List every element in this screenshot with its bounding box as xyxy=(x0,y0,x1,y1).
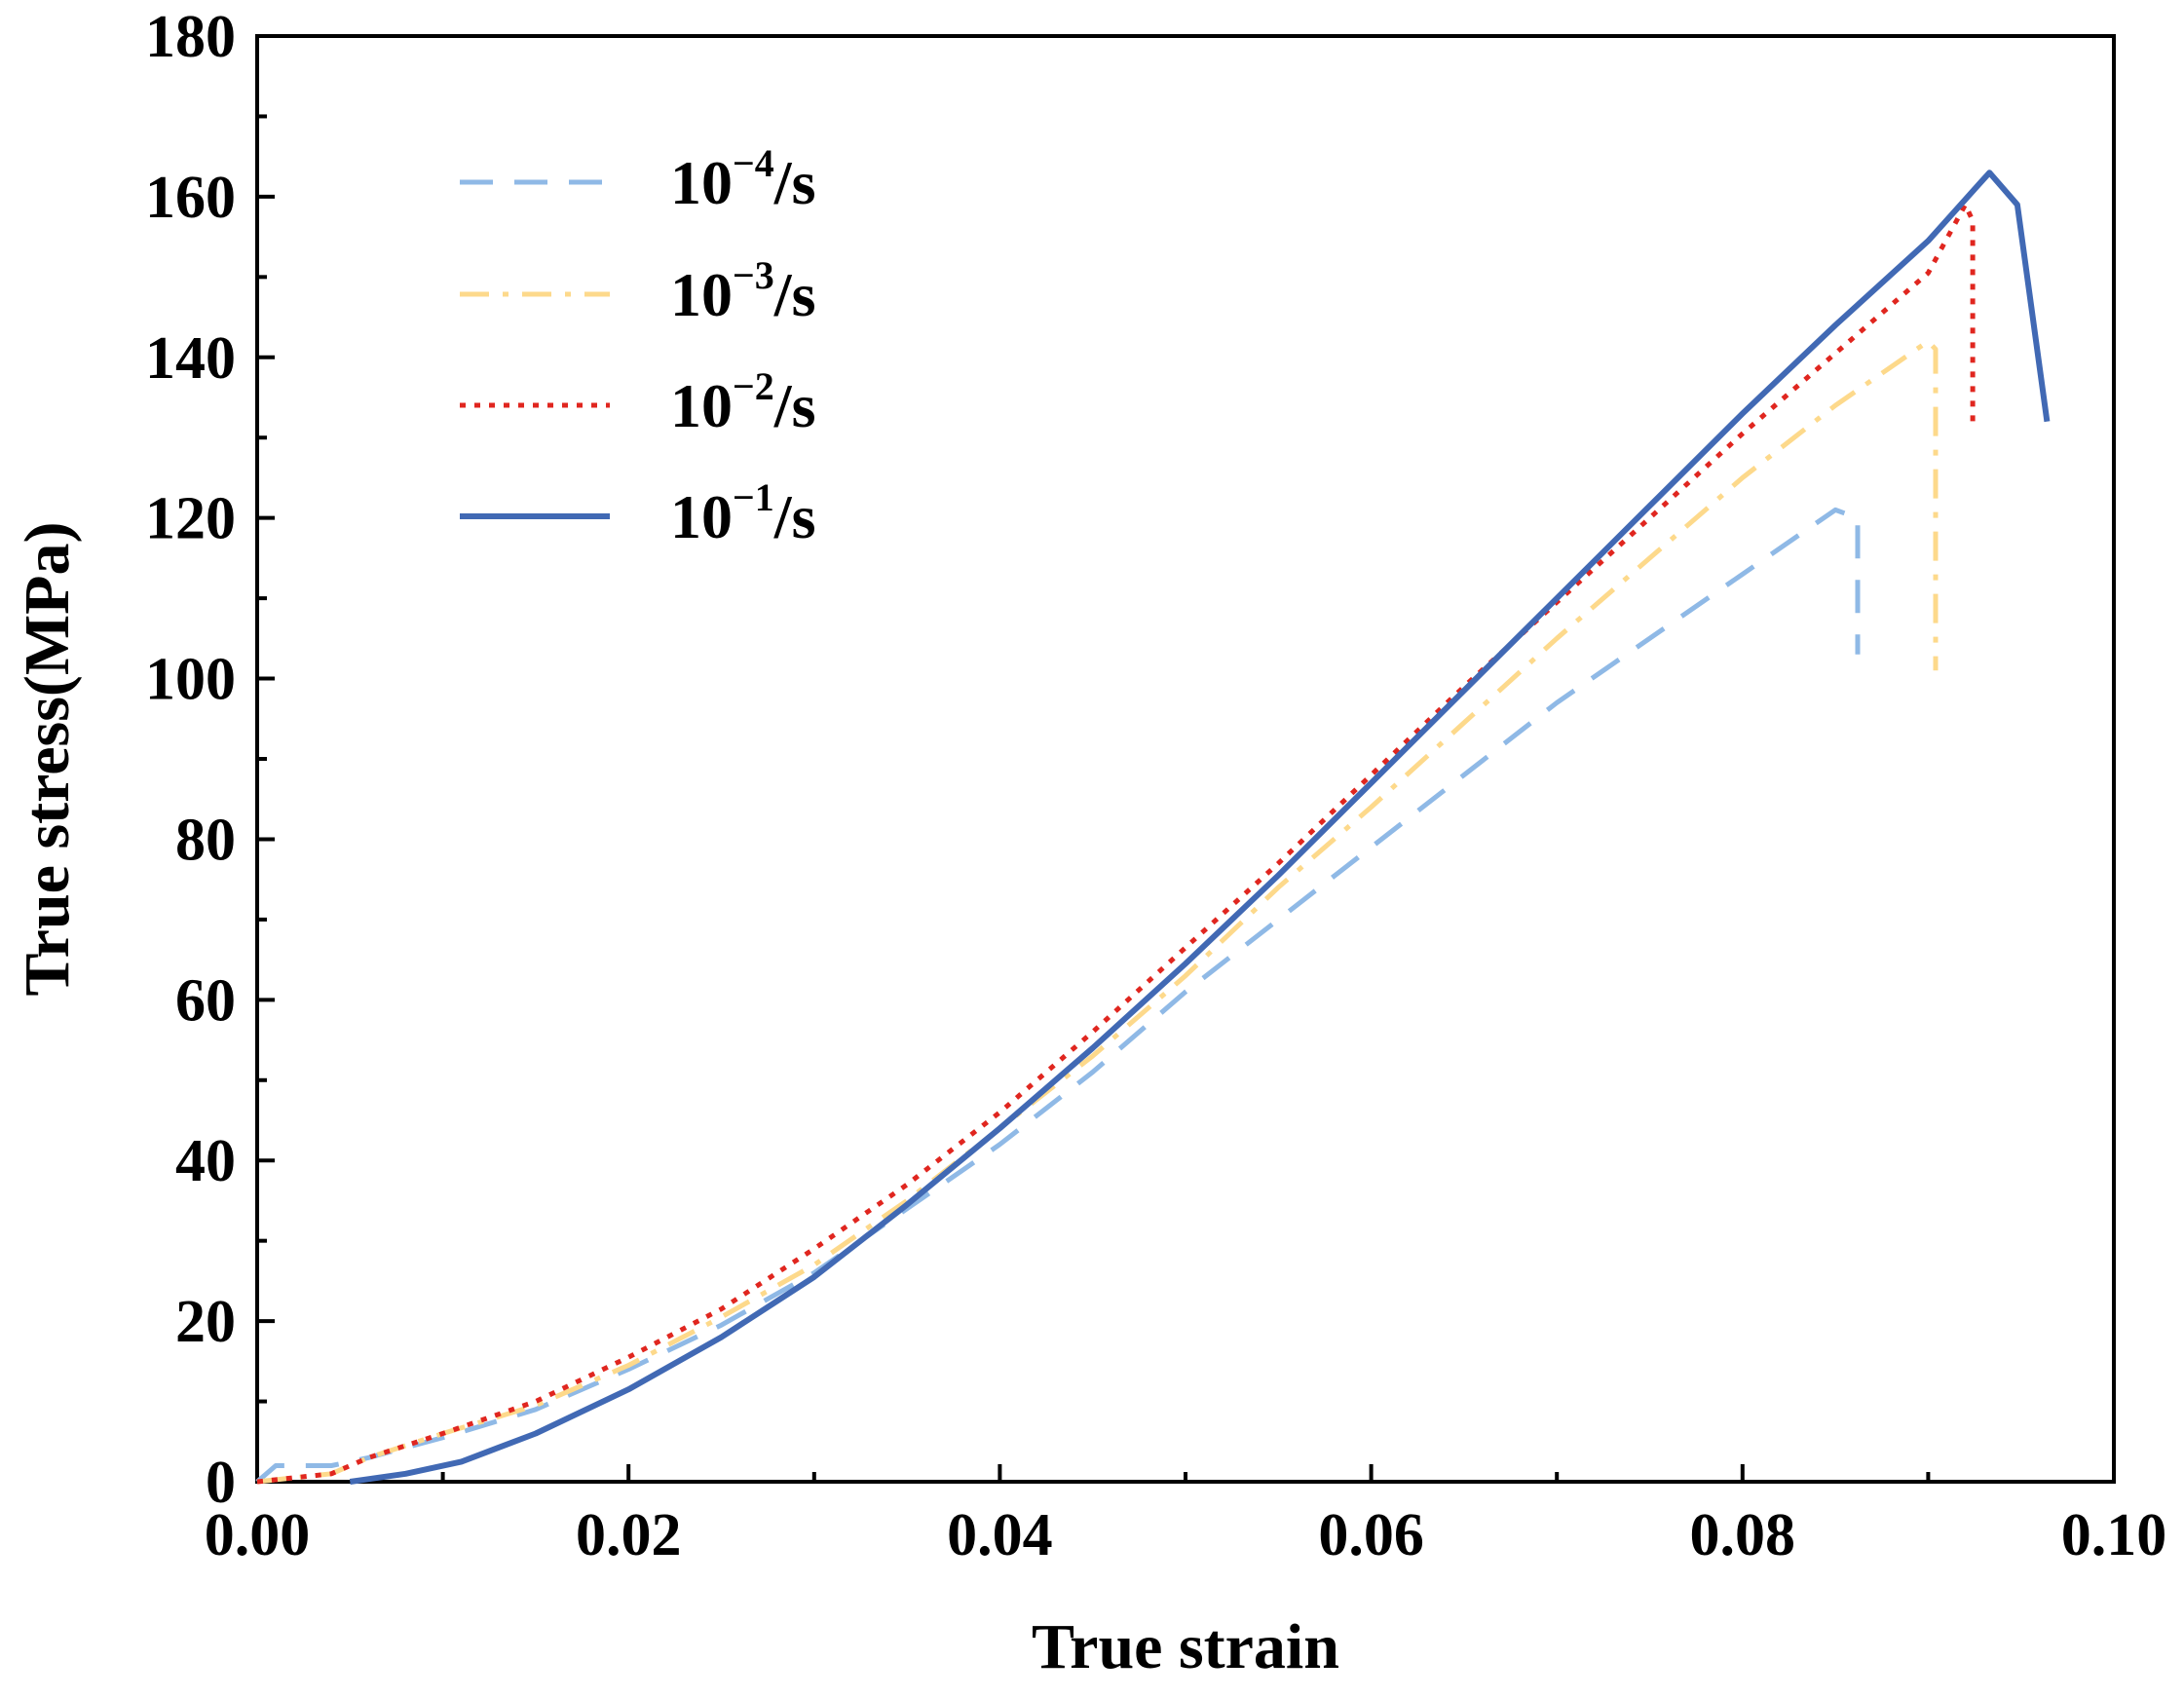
y-axis-title: True stress(MPa) xyxy=(12,522,83,997)
series-line-3 xyxy=(256,202,1976,1485)
x-tick-label: 0.00 xyxy=(205,1502,311,1568)
x-tick-label: 0.02 xyxy=(576,1502,682,1568)
x-tick-label: 0.04 xyxy=(947,1502,1053,1568)
tick-labels: 0.00 0.02 0.04 0.06 0.08 0.10 0 20 40 60 80 100 120 1… xyxy=(145,4,2166,1568)
x-tick-label: 0.06 xyxy=(1318,1502,1424,1568)
y-tick-label: 20 xyxy=(175,1289,236,1355)
y-tick-label: 40 xyxy=(175,1128,236,1194)
y-tick-label: 100 xyxy=(145,647,236,713)
y-tick-label: 180 xyxy=(145,4,236,70)
y-tick-label: 120 xyxy=(145,486,236,552)
series-line-1 xyxy=(255,507,1861,1484)
y-tick-label: 140 xyxy=(145,325,236,392)
x-tick-label: 0.10 xyxy=(2061,1502,2167,1568)
plot-frame xyxy=(255,34,2116,1484)
x-axis-title: True strain xyxy=(1032,1611,1339,1682)
series-layer xyxy=(255,170,2051,1485)
axis-ticks xyxy=(255,34,2116,1484)
x-tick-label: 0.08 xyxy=(1690,1502,1796,1568)
legend-label-2: 10−3/s xyxy=(670,253,815,329)
y-tick-label: 160 xyxy=(145,165,236,231)
series-line-2 xyxy=(256,338,1939,1485)
y-tick-label: 60 xyxy=(175,967,236,1034)
legend-label-4: 10−1/s xyxy=(670,475,815,551)
legend-label-1: 10−4/s xyxy=(670,141,815,217)
y-tick-label: 0 xyxy=(206,1450,236,1516)
legend-label-3: 10−2/s xyxy=(670,364,815,440)
series-line-4 xyxy=(349,170,2051,1485)
legend: 10−4/s 10−3/s 10−2/s 10−1/s xyxy=(460,141,815,551)
y-tick-label: 80 xyxy=(175,807,236,873)
